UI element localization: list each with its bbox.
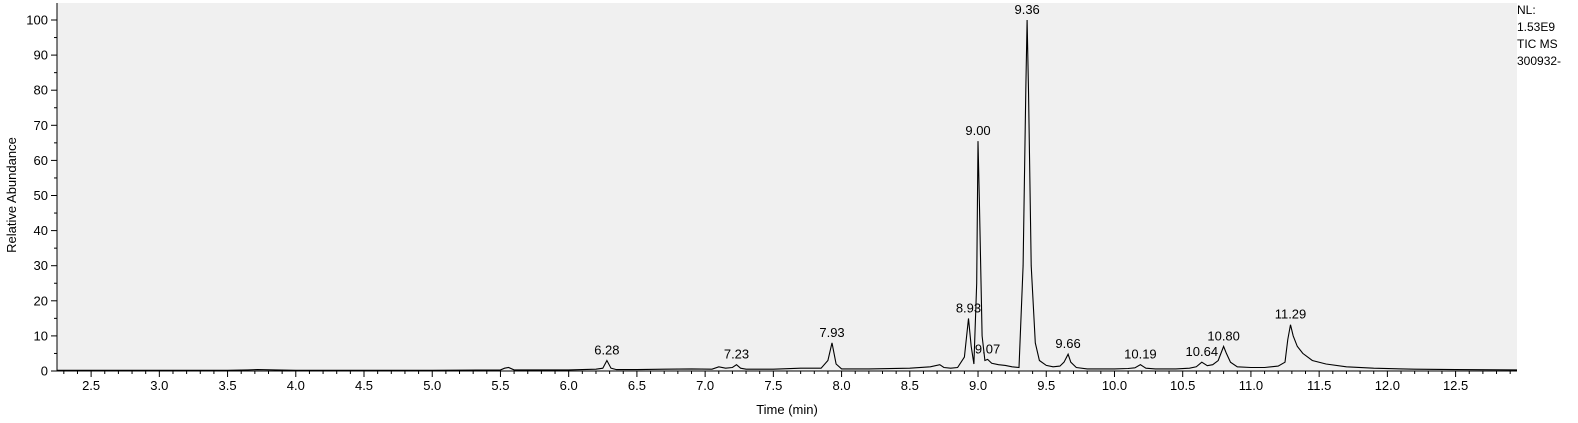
y-axis-ticks: 0 10 20 30 40 50 60 70 80 90 100 [26,13,57,379]
peak-label-6-28: 6.28 [594,342,619,357]
x-tick-label: 8.5 [901,378,919,393]
peak-label-11-29: 11.29 [1275,307,1307,322]
x-tick-label: 10.0 [1102,378,1127,393]
x-tick-label: 4.5 [355,378,373,393]
tic-trace-line [57,19,1518,371]
x-tick-label: 6.0 [560,378,578,393]
peak-label-7-23: 7.23 [724,347,749,362]
x-tick-label: 9.0 [969,378,987,393]
peak-labels: 6.28 7.23 7.93 8.93 9.00 9.07 9.36 9.66 10.19 10.… [594,2,1306,362]
y-tick-label: 90 [34,48,48,63]
y-tick-label: 80 [34,83,48,98]
x-tick-label: 7.0 [696,378,714,393]
x-tick-label: 3.5 [219,378,237,393]
y-axis-title: Relative Abundance [4,137,19,253]
peak-label-10-64: 10.64 [1186,344,1219,359]
x-tick-label: 9.5 [1037,378,1055,393]
y-tick-label: 30 [34,258,48,273]
x-tick-label: 11.0 [1239,378,1263,393]
x-tick-label: 12.0 [1375,378,1400,393]
peak-label-10-19: 10.19 [1124,347,1157,362]
peak-label-7-93: 7.93 [819,325,844,340]
x-tick-label: 2.5 [82,378,100,393]
y-tick-label: 10 [34,328,48,343]
y-tick-label: 40 [34,223,48,238]
y-tick-label: 100 [26,13,48,28]
x-tick-label: 11.5 [1307,378,1331,393]
x-axis-title: Time (min) [756,402,818,417]
info-line-file: 300932- [1517,54,1561,68]
peak-label-9-66: 9.66 [1055,336,1080,351]
info-line-value: 1.53E9 [1517,20,1555,34]
peak-label-9-07: 9.07 [975,341,1000,356]
y-tick-label: 0 [41,364,48,379]
y-tick-label: 20 [34,293,48,308]
x-tick-label: 5.5 [491,378,509,393]
x-tick-label: 12.5 [1443,378,1468,393]
peak-label-10-80: 10.80 [1207,328,1240,343]
info-line-nl: NL: [1517,3,1536,17]
peak-label-8-93: 8.93 [956,300,981,315]
x-tick-label: 4.0 [287,378,305,393]
x-tick-label: 8.0 [833,378,851,393]
x-axis-ticks: 2.5 3.0 3.5 4.0 4.5 5.0 5.5 6.0 6.5 7.0 7.5 8.0 8.5 9… [63,371,1511,393]
y-tick-label: 60 [34,153,48,168]
x-tick-label: 5.0 [423,378,441,393]
x-tick-label: 3.0 [150,378,168,393]
peak-label-9-36: 9.36 [1014,2,1039,17]
y-tick-label: 50 [34,188,48,203]
y-tick-label: 70 [34,118,48,133]
x-tick-label: 6.5 [628,378,646,393]
x-tick-label: 7.5 [764,378,782,393]
x-tick-label: 10.5 [1170,378,1195,393]
info-line-scan: TIC MS [1517,37,1558,51]
plot-background [57,3,1517,371]
info-block: NL: 1.53E9 TIC MS 300932- [1517,3,1561,68]
peak-label-9-00: 9.00 [965,123,990,138]
